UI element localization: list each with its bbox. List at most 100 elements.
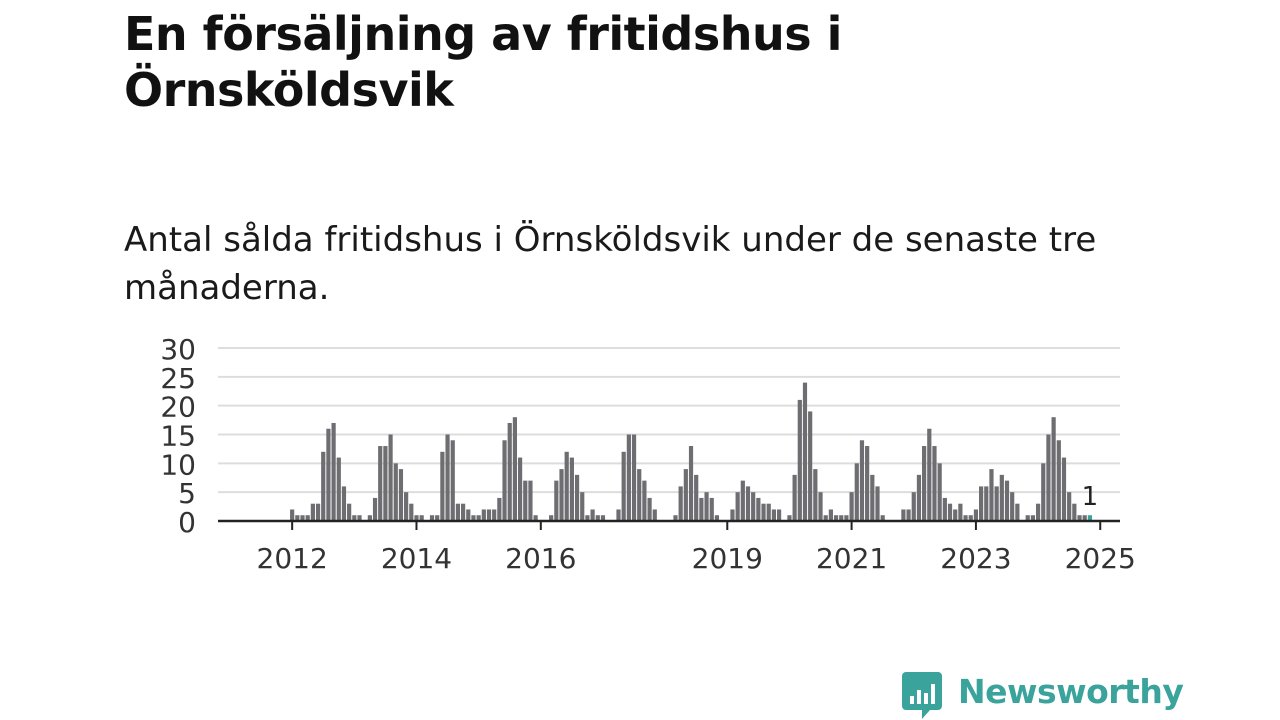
bar — [512, 417, 517, 521]
bar — [673, 515, 678, 521]
bar — [756, 497, 761, 521]
bar — [440, 451, 445, 521]
bar — [652, 509, 657, 521]
bar — [1030, 515, 1035, 521]
bar — [409, 503, 414, 521]
bar — [574, 474, 580, 521]
bar — [383, 446, 388, 521]
bar — [637, 469, 642, 521]
x-tick-label: 2021 — [816, 542, 887, 575]
bar — [989, 469, 994, 521]
bar — [1061, 457, 1067, 521]
bar — [616, 509, 621, 521]
bar — [1067, 492, 1072, 521]
bar — [554, 480, 559, 521]
bar — [471, 515, 476, 521]
y-tick-label: 15 — [160, 420, 196, 453]
bar — [466, 509, 471, 521]
bar — [947, 503, 953, 521]
bar — [429, 515, 435, 521]
bar — [968, 515, 973, 521]
bar — [766, 503, 771, 521]
brand-name: Newsworthy — [958, 672, 1184, 711]
y-tick-label: 20 — [160, 391, 196, 424]
newsworthy-logo[interactable]: Newsworthy — [902, 670, 1184, 719]
bar — [844, 515, 849, 521]
bar — [973, 509, 979, 521]
bar — [569, 457, 574, 521]
bar — [647, 497, 652, 521]
bar — [626, 434, 631, 521]
bar — [911, 492, 916, 521]
y-tick-label: 25 — [160, 362, 196, 395]
bar — [694, 474, 699, 521]
bar — [688, 446, 694, 521]
bar — [600, 515, 606, 521]
bar — [797, 399, 802, 521]
bar — [621, 451, 626, 521]
bar — [704, 492, 709, 521]
bar — [735, 492, 740, 521]
bar — [357, 515, 362, 521]
bar — [859, 440, 865, 521]
bar — [305, 515, 310, 521]
x-tick-label: 2014 — [381, 542, 452, 575]
bar — [916, 474, 922, 521]
bar — [631, 434, 637, 521]
bar — [1025, 515, 1030, 521]
bar — [1087, 515, 1092, 521]
bar — [1004, 480, 1010, 521]
bar — [341, 486, 347, 521]
bar — [419, 515, 424, 521]
bar — [435, 515, 440, 521]
bar — [398, 469, 404, 521]
bar — [450, 440, 455, 521]
bar — [590, 509, 595, 521]
bar — [787, 515, 792, 521]
bar — [393, 463, 398, 521]
bar — [367, 515, 372, 521]
bar — [290, 509, 295, 521]
bar — [953, 509, 958, 521]
bar — [839, 515, 844, 521]
bar — [901, 509, 906, 521]
bar — [347, 503, 352, 521]
bar — [352, 515, 357, 521]
bar — [1035, 503, 1041, 521]
bar — [1082, 515, 1087, 521]
x-tick-label: 2023 — [940, 542, 1011, 575]
bar — [714, 515, 720, 521]
bar — [310, 503, 315, 521]
bar — [559, 469, 564, 521]
bar — [455, 503, 461, 521]
bar — [792, 474, 797, 521]
bar — [517, 457, 523, 521]
bar — [699, 497, 704, 521]
x-tick-label: 2025 — [1065, 542, 1136, 575]
bar — [776, 509, 782, 521]
bar — [445, 434, 450, 521]
bar — [315, 503, 321, 521]
x-tick-label: 2019 — [692, 542, 763, 575]
bar — [849, 492, 854, 521]
bar — [388, 434, 393, 521]
bar — [833, 515, 839, 521]
bar — [979, 486, 984, 521]
y-tick-label: 5 — [178, 477, 196, 510]
bar — [404, 492, 409, 521]
bar — [828, 509, 833, 521]
bar — [875, 486, 880, 521]
bar — [1015, 503, 1020, 521]
bar — [497, 497, 502, 521]
data-label: 1 — [1082, 482, 1099, 512]
bar — [476, 515, 481, 521]
bar — [922, 446, 927, 521]
bar — [709, 497, 714, 521]
bar — [999, 474, 1004, 521]
bar — [678, 486, 683, 521]
bar — [771, 509, 776, 521]
bar — [481, 509, 486, 521]
bar — [984, 486, 989, 521]
x-tick-label: 2016 — [505, 542, 576, 575]
